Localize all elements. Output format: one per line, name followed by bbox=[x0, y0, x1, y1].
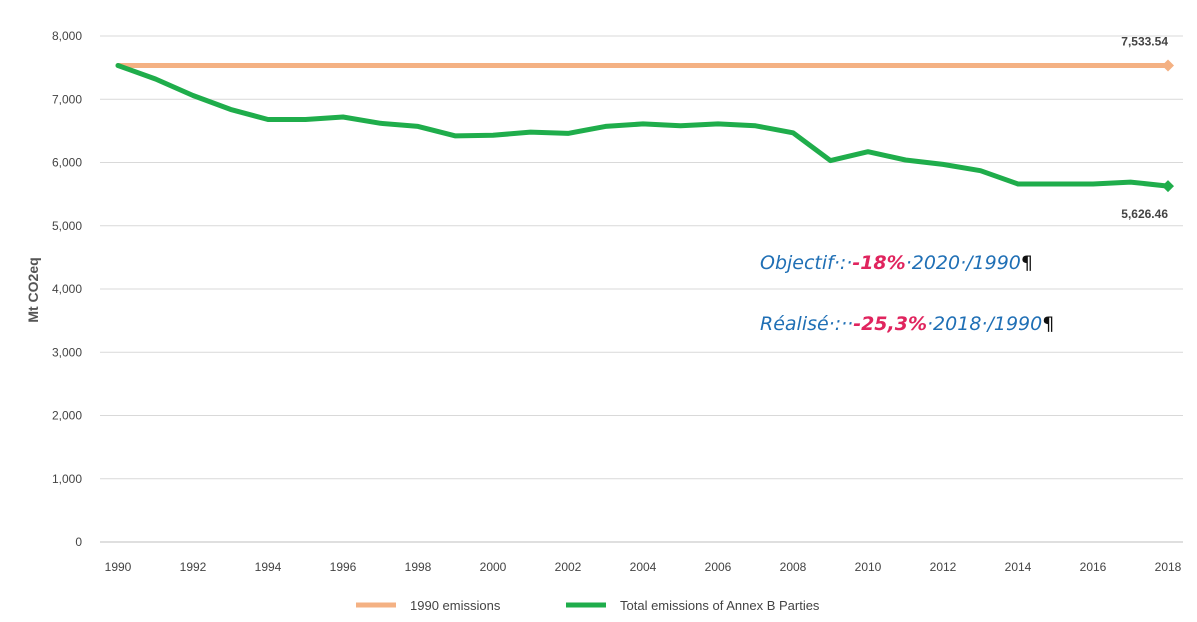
x-tick-label: 1990 bbox=[105, 560, 132, 574]
x-tick-label: 2012 bbox=[930, 560, 957, 574]
x-tick-label: 1994 bbox=[255, 560, 282, 574]
y-tick-label: 0 bbox=[75, 535, 82, 549]
x-tick-label: 1996 bbox=[330, 560, 357, 574]
y-tick-label: 2,000 bbox=[52, 409, 82, 423]
series-end-marker bbox=[1162, 59, 1174, 72]
x-tick-label: 2006 bbox=[705, 560, 732, 574]
x-tick-label: 2002 bbox=[555, 560, 582, 574]
y-axis-label: Mt CO2eq bbox=[25, 257, 41, 322]
y-tick-label: 3,000 bbox=[52, 345, 82, 359]
legend-entry: Total emissions of Annex B Parties bbox=[620, 598, 820, 613]
x-tick-label: 2010 bbox=[855, 560, 882, 574]
gridlines bbox=[100, 35, 1183, 543]
y-tick-label: 4,000 bbox=[52, 282, 82, 296]
annotation-achieved-suffix: ·2018·/1990 bbox=[927, 313, 1043, 335]
annotation-achieved-prefix: Réalisé·:·· bbox=[760, 313, 854, 335]
series-lines bbox=[115, 59, 1174, 193]
y-tick-label: 6,000 bbox=[52, 156, 82, 170]
series-line-2 bbox=[115, 63, 1171, 189]
x-axis-ticks: 1990 1992 1994 1996 1998 2000 2002 2004 2006 2008… bbox=[105, 560, 1182, 574]
y-tick-label: 7,000 bbox=[52, 92, 82, 106]
legend-entry: 1990 emissions bbox=[410, 598, 501, 613]
x-tick-label: 1998 bbox=[405, 560, 432, 574]
y-tick-label: 8,000 bbox=[52, 29, 82, 43]
annotation-objective-suffix: ·2020·/1990 bbox=[905, 252, 1021, 274]
annotation-objective-prefix: Objectif·:· bbox=[760, 252, 853, 274]
annotation-achieved-pct: -25,3% bbox=[853, 313, 928, 335]
x-tick-label: 2016 bbox=[1080, 560, 1107, 574]
annotation-objective: Objectif·:·-18%·2020·/1990¶ bbox=[760, 252, 1033, 274]
x-tick-label: 2014 bbox=[1005, 560, 1032, 574]
x-tick-label: 2008 bbox=[780, 560, 807, 574]
data-label: 5,626.46 bbox=[1121, 207, 1168, 221]
y-tick-label: 5,000 bbox=[52, 219, 82, 233]
annotation-objective-pct: -18% bbox=[852, 252, 906, 274]
y-axis-ticks: 0 1,000 2,000 3,000 4,000 5,000 6,000 7,000 8,00… bbox=[52, 29, 82, 549]
pilcrow-mark: ¶ bbox=[1042, 313, 1055, 335]
legend: 1990 emissions Total emissions of Annex B… bbox=[356, 598, 820, 613]
annotation-achieved: Réalisé·:··-25,3%·2018·/1990¶ bbox=[760, 313, 1054, 335]
series-end-marker bbox=[1162, 180, 1174, 193]
x-tick-label: 2000 bbox=[480, 560, 507, 574]
x-tick-label: 1992 bbox=[180, 560, 207, 574]
data-label: 7,533.54 bbox=[1121, 35, 1168, 49]
x-tick-label: 2018 bbox=[1155, 560, 1182, 574]
end-labels: 7,533.54 5,626.46 bbox=[1121, 35, 1168, 222]
y-tick-label: 1,000 bbox=[52, 472, 82, 486]
pilcrow-mark: ¶ bbox=[1020, 252, 1033, 274]
x-tick-label: 2004 bbox=[630, 560, 657, 574]
